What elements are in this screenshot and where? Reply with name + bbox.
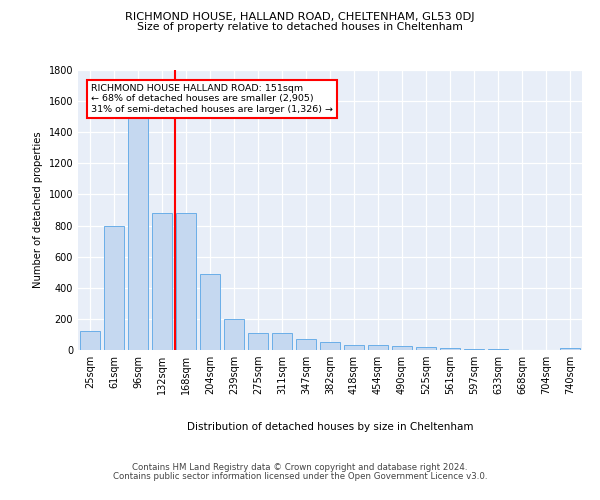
Bar: [488, 349, 508, 350]
Bar: [440, 348, 460, 350]
Text: Contains HM Land Registry data © Crown copyright and database right 2024.: Contains HM Land Registry data © Crown c…: [132, 464, 468, 472]
Bar: [224, 319, 244, 350]
Bar: [104, 226, 124, 350]
Bar: [272, 333, 292, 350]
Bar: [176, 213, 196, 350]
Bar: [560, 348, 580, 350]
Bar: [80, 332, 100, 350]
Bar: [152, 213, 172, 350]
Bar: [464, 349, 484, 350]
Text: Contains public sector information licensed under the Open Government Licence v3: Contains public sector information licen…: [113, 472, 487, 481]
Bar: [344, 344, 364, 350]
Y-axis label: Number of detached properties: Number of detached properties: [33, 132, 43, 288]
Text: Size of property relative to detached houses in Cheltenham: Size of property relative to detached ho…: [137, 22, 463, 32]
Bar: [296, 339, 316, 350]
Bar: [392, 346, 412, 350]
Text: RICHMOND HOUSE, HALLAND ROAD, CHELTENHAM, GL53 0DJ: RICHMOND HOUSE, HALLAND ROAD, CHELTENHAM…: [125, 12, 475, 22]
Text: RICHMOND HOUSE HALLAND ROAD: 151sqm
← 68% of detached houses are smaller (2,905): RICHMOND HOUSE HALLAND ROAD: 151sqm ← 68…: [91, 84, 333, 114]
Bar: [368, 346, 388, 350]
Bar: [416, 347, 436, 350]
Text: Distribution of detached houses by size in Cheltenham: Distribution of detached houses by size …: [187, 422, 473, 432]
Bar: [248, 333, 268, 350]
Bar: [128, 116, 148, 350]
Bar: [320, 342, 340, 350]
Bar: [200, 274, 220, 350]
